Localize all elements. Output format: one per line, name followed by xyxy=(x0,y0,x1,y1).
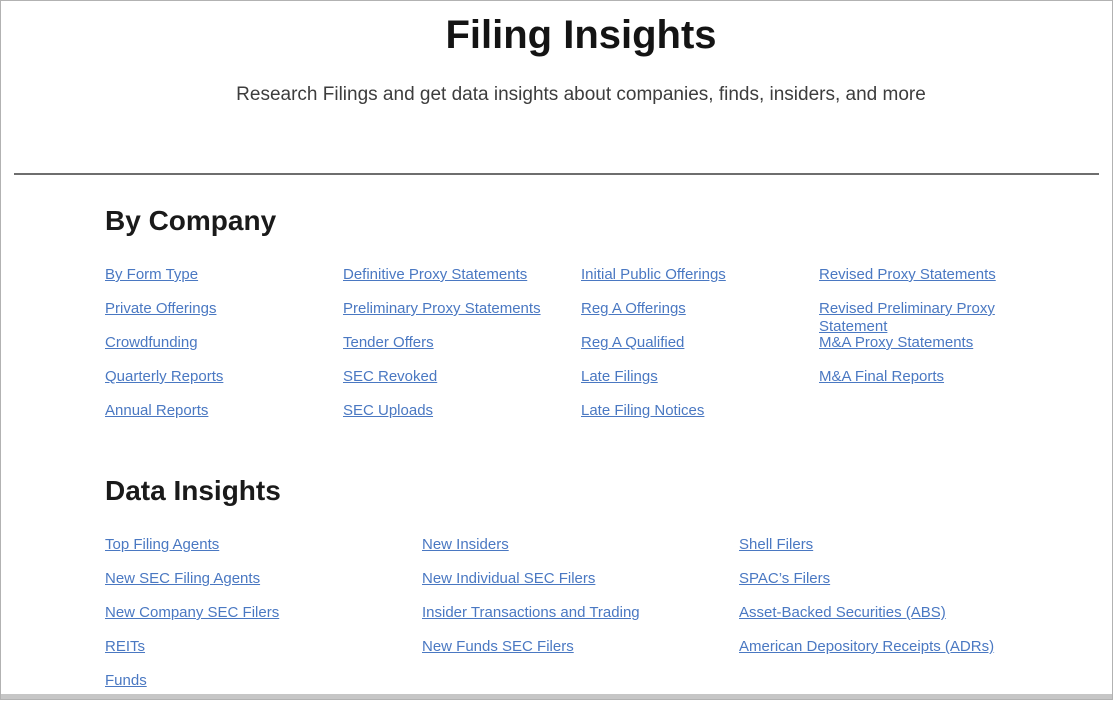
page-header: Filing Insights Research Filings and get… xyxy=(105,11,1057,106)
divider xyxy=(14,173,1099,175)
link-column: Shell Filers SPAC’s Filers Asset-Backed Se… xyxy=(739,536,1056,706)
link-columns: By Form Type Private Offerings Crowdfundin… xyxy=(105,266,1065,436)
link-annual-reports[interactable]: Annual Reports xyxy=(105,402,209,419)
link-column: By Form Type Private Offerings Crowdfundin… xyxy=(105,266,343,436)
link-definitive-proxy-statements[interactable]: Definitive Proxy Statements xyxy=(343,266,528,283)
list-item: Private Offerings xyxy=(105,300,343,334)
list-item: Top Filing Agents xyxy=(105,536,422,570)
link-tender-offers[interactable]: Tender Offers xyxy=(343,334,434,351)
link-late-filing-notices[interactable]: Late Filing Notices xyxy=(581,402,705,419)
link-column: Definitive Proxy Statements Preliminary P… xyxy=(343,266,581,436)
list-item: Preliminary Proxy Statements xyxy=(343,300,581,334)
list-item: Shell Filers xyxy=(739,536,1056,570)
page-title: Filing Insights xyxy=(445,13,717,57)
link-m-a-proxy-statements[interactable]: M&A Proxy Statements xyxy=(819,334,974,351)
link-reg-a-offerings[interactable]: Reg A Offerings xyxy=(581,300,686,317)
list-item: Insider Transactions and Trading xyxy=(422,604,739,638)
list-item: Late Filings xyxy=(581,368,819,402)
list-item: Late Filing Notices xyxy=(581,402,819,436)
horizontal-scrollbar[interactable] xyxy=(1,694,1112,699)
list-item: New Company SEC Filers xyxy=(105,604,422,638)
link-by-form-type[interactable]: By Form Type xyxy=(105,266,199,283)
list-item: American Depository Receipts (ADRs) xyxy=(739,638,1056,672)
link-column: New Insiders New Individual SEC Filers Ins… xyxy=(422,536,739,706)
list-item: New Funds SEC Filers xyxy=(422,638,739,672)
list-item: Annual Reports xyxy=(105,402,343,436)
section-by-company: By Company By Form Type Private Offerings C… xyxy=(105,204,1065,436)
link-sec-revoked[interactable]: SEC Revoked xyxy=(343,368,438,385)
link-sections: By Company By Form Type Private Offerings C… xyxy=(105,204,1065,706)
link-new-individual-sec-filers[interactable]: New Individual SEC Filers xyxy=(422,570,596,587)
list-item: New Insiders xyxy=(422,536,739,570)
link-m-a-final-reports[interactable]: M&A Final Reports xyxy=(819,368,945,385)
list-item: New SEC Filing Agents xyxy=(105,570,422,604)
link-new-company-sec-filers[interactable]: New Company SEC Filers xyxy=(105,604,280,621)
list-item: Tender Offers xyxy=(343,334,581,368)
link-column: Top Filing Agents New SEC Filing Agents Ne… xyxy=(105,536,422,706)
list-item: Asset-Backed Securities (ABS) xyxy=(739,604,1056,638)
list-item: Funds xyxy=(105,672,422,706)
list-item: SEC Uploads xyxy=(343,402,581,436)
link-asset-backed-securities-abs[interactable]: Asset-Backed Securities (ABS) xyxy=(739,604,946,621)
list-item: Initial Public Offerings xyxy=(581,266,819,300)
list-item: M&A Proxy Statements xyxy=(819,334,1057,368)
link-new-insiders[interactable]: New Insiders xyxy=(422,536,509,553)
link-new-sec-filing-agents[interactable]: New SEC Filing Agents xyxy=(105,570,261,587)
link-reg-a-qualified[interactable]: Reg A Qualified xyxy=(581,334,685,351)
link-columns: Top Filing Agents New SEC Filing Agents Ne… xyxy=(105,536,1065,706)
link-american-depository-receipts-adrs[interactable]: American Depository Receipts (ADRs) xyxy=(739,638,995,655)
link-private-offerings[interactable]: Private Offerings xyxy=(105,300,217,317)
list-item: M&A Final Reports xyxy=(819,368,1057,402)
link-late-filings[interactable]: Late Filings xyxy=(581,368,658,385)
list-item: Reg A Offerings xyxy=(581,300,819,334)
list-item: Quarterly Reports xyxy=(105,368,343,402)
link-revised-preliminary-proxy-statement[interactable]: Revised Preliminary Proxy Statement xyxy=(819,300,995,335)
list-item: REITs xyxy=(105,638,422,672)
page-subtitle: Research Filings and get data insights a… xyxy=(236,84,926,105)
link-top-filing-agents[interactable]: Top Filing Agents xyxy=(105,536,220,553)
link-sec-uploads[interactable]: SEC Uploads xyxy=(343,402,434,419)
list-item: Crowdfunding xyxy=(105,334,343,368)
link-column: Initial Public Offerings Reg A Offerings R… xyxy=(581,266,819,436)
link-quarterly-reports[interactable]: Quarterly Reports xyxy=(105,368,224,385)
list-item: By Form Type xyxy=(105,266,343,300)
list-item: SPAC’s Filers xyxy=(739,570,1056,604)
section-data-insights: Data Insights Top Filing Agents New SEC Fi… xyxy=(105,474,1065,706)
link-revised-proxy-statements[interactable]: Revised Proxy Statements xyxy=(819,266,996,283)
list-item: Definitive Proxy Statements xyxy=(343,266,581,300)
list-item: New Individual SEC Filers xyxy=(422,570,739,604)
link-initial-public-offerings[interactable]: Initial Public Offerings xyxy=(581,266,726,283)
link-column: Revised Proxy Statements Revised Prelimin… xyxy=(819,266,1057,436)
link-shell-filers[interactable]: Shell Filers xyxy=(739,536,814,553)
section-heading: Data Insights xyxy=(105,475,281,506)
link-preliminary-proxy-statements[interactable]: Preliminary Proxy Statements xyxy=(343,300,541,317)
list-item: Reg A Qualified xyxy=(581,334,819,368)
section-heading: By Company xyxy=(105,205,277,236)
list-item: Revised Preliminary Proxy Statement xyxy=(819,300,1057,335)
list-item: Revised Proxy Statements xyxy=(819,266,1057,300)
link-spac-s-filers[interactable]: SPAC’s Filers xyxy=(739,570,831,587)
link-funds[interactable]: Funds xyxy=(105,672,147,689)
list-item: SEC Revoked xyxy=(343,368,581,402)
link-crowdfunding[interactable]: Crowdfunding xyxy=(105,334,198,351)
link-reits[interactable]: REITs xyxy=(105,638,146,655)
link-new-funds-sec-filers[interactable]: New Funds SEC Filers xyxy=(422,638,574,655)
link-insider-transactions-and-trading[interactable]: Insider Transactions and Trading xyxy=(422,604,640,621)
